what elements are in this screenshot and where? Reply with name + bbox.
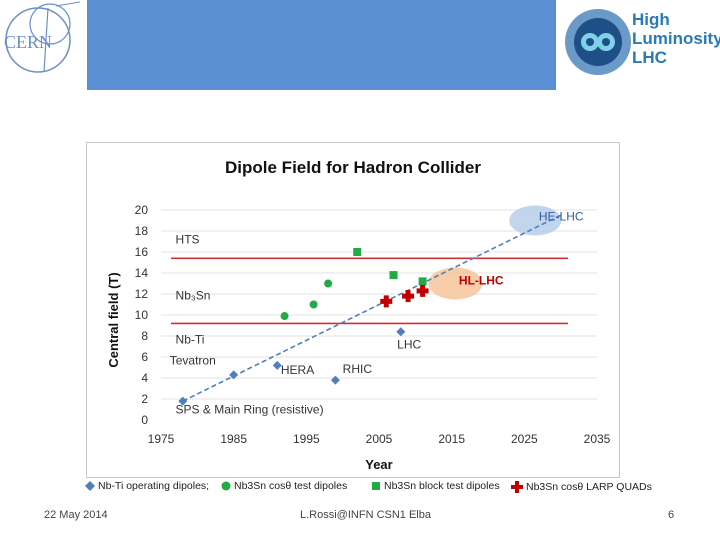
y-tick-label-10: 20 xyxy=(135,203,149,217)
annotation-0: HTS xyxy=(176,233,200,247)
highlight-hl-lhc xyxy=(428,267,483,300)
series-0-point-3 xyxy=(330,375,340,385)
series-1-point-1 xyxy=(309,300,318,309)
series-0-point-2 xyxy=(272,360,282,370)
series-3-point-2 xyxy=(416,284,429,297)
page-number: 6 xyxy=(668,509,675,521)
legend-item-larp-quads: Nb3Sn cosθ LARP QUADs xyxy=(510,480,652,494)
y-tick-label-4: 8 xyxy=(141,329,148,343)
x-tick-label-0: 1975 xyxy=(148,432,175,446)
series-3-point-1 xyxy=(402,290,415,303)
cern-logo-text: CERN xyxy=(4,32,52,52)
legend-item-nb3sn-block: Nb3Sn block test dipoles xyxy=(370,480,500,492)
cross-marker-icon xyxy=(511,481,523,493)
footer-date: 22 May 2014 xyxy=(44,509,108,521)
x-tick-label-2: 1995 xyxy=(293,432,320,446)
legend-label-larp-quads: Nb3Sn cosθ LARP QUADs xyxy=(526,481,652,493)
legend-item-nb3sn-costheta: Nb3Sn cosθ test dipoles xyxy=(220,480,347,492)
chart-frame xyxy=(86,142,620,478)
legend-label-nb3sn-block: Nb3Sn block test dipoles xyxy=(384,480,500,492)
y-tick-label-3: 6 xyxy=(141,350,148,364)
chart-legend: Nb-Ti operating dipoles; Nb3Sn cosθ test… xyxy=(84,480,720,498)
diamond-marker-icon xyxy=(85,481,95,491)
series-1-point-2 xyxy=(324,279,333,288)
annotation-9: HE-LHC xyxy=(539,210,584,224)
x-tick-label-1: 1985 xyxy=(220,432,247,446)
annotation-6: LHC xyxy=(397,338,421,352)
circle-marker-icon xyxy=(221,481,231,491)
x-tick-label-5: 2025 xyxy=(511,432,538,446)
y-tick-label-1: 2 xyxy=(141,392,148,406)
y-tick-label-5: 10 xyxy=(135,308,149,322)
chart-title: Dipole Field for Hadron Collider xyxy=(225,158,481,177)
legend-label-nbti: Nb-Ti operating dipoles; xyxy=(98,480,210,492)
annotation-8: HL-LHC xyxy=(459,274,504,288)
hl-lhc-logo-text: High Luminosity LHC xyxy=(632,10,720,67)
annotation-4: HERA xyxy=(281,363,314,377)
series-1-point-0 xyxy=(280,312,289,321)
hl-logo-line2: Luminosity xyxy=(632,29,720,48)
y-tick-label-8: 16 xyxy=(135,245,149,259)
dipole-field-chart: Dipole Field for Hadron Collider 0 2 4 6 8 10 1… xyxy=(106,158,611,472)
series-2-point-1 xyxy=(389,271,398,280)
series-0-point-4 xyxy=(396,327,406,337)
y-tick-label-6: 12 xyxy=(135,287,149,301)
series-0-point-0 xyxy=(178,396,188,406)
y-tick-label-9: 18 xyxy=(135,224,149,238)
hl-logo-line1: High xyxy=(632,10,670,29)
series-2-point-2 xyxy=(418,277,427,286)
annotation-5: RHIC xyxy=(343,362,373,376)
y-tick-label-2: 4 xyxy=(141,371,148,385)
x-axis-label: Year xyxy=(365,457,392,472)
y-tick-label-7: 14 xyxy=(135,266,149,280)
y-axis-label: Central field (T) xyxy=(106,272,121,367)
x-tick-label-6: 2035 xyxy=(584,432,611,446)
footer-author: L.Rossi@INFN CSN1 Elba xyxy=(300,509,431,521)
hl-logo-line3: LHC xyxy=(632,48,667,67)
legend-label-nb3sn-costheta: Nb3Sn cosθ test dipoles xyxy=(234,480,348,492)
series-0-point-1 xyxy=(229,370,239,380)
trend-line xyxy=(182,214,562,402)
series-2-point-0 xyxy=(353,248,362,256)
highlight-he-lhc xyxy=(509,205,562,236)
hl-lhc-logo xyxy=(560,4,720,84)
y-tick-label-0: 0 xyxy=(141,413,148,427)
annotation-3: Tevatron xyxy=(170,353,216,367)
cern-logo: CERN xyxy=(0,0,86,90)
series-3-point-0 xyxy=(380,295,393,308)
annotation-1: Nb₃Sn xyxy=(176,288,211,302)
x-tick-label-4: 2015 xyxy=(438,432,465,446)
legend-item-nbti: Nb-Ti operating dipoles; xyxy=(84,480,209,492)
annotation-7: SPS & Main Ring (resistive) xyxy=(176,403,324,417)
square-marker-icon xyxy=(372,482,380,490)
annotation-2: Nb-Ti xyxy=(176,332,205,346)
title-banner xyxy=(87,0,556,90)
x-tick-label-3: 2005 xyxy=(366,432,393,446)
